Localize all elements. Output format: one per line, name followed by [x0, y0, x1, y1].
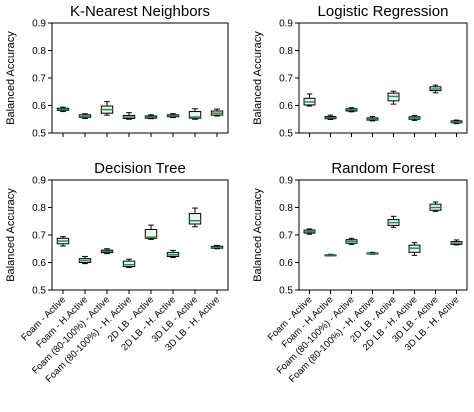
y-tick-label: 0.9 [32, 19, 46, 30]
panel-random-forest: Random Forest Balanced Accuracy 0.5 0.6 0.7 0… [252, 160, 468, 385]
y-tick-label: 0.7 [279, 231, 293, 242]
box-foam-h-active [324, 114, 337, 121]
box-3d-lb-active [188, 108, 202, 120]
panel-logistic-regression: Logistic Regression Balanced Accuracy 0.5 0… [252, 3, 468, 140]
y-tick-label: 0.8 [279, 203, 293, 214]
box-3d-lb-h-active [450, 119, 463, 125]
box-3d-lb-h-active [450, 239, 463, 246]
y-tick-label: 0.5 [32, 286, 46, 297]
box-2d-lb-h-active [166, 249, 180, 259]
y-tick-label: 0.9 [279, 176, 293, 187]
box-2d-lb-active [387, 215, 400, 228]
box-2d-lb-active [144, 114, 158, 120]
box-iqr [188, 213, 202, 225]
y-tick-label: 0.8 [279, 46, 293, 57]
chart-title: Decision Tree [94, 160, 186, 177]
y-tick-label: 0.7 [279, 74, 293, 85]
box-foam-active [303, 93, 316, 107]
box-foam-h-active [78, 113, 92, 119]
box-foam-active [56, 236, 70, 247]
y-tick-label: 0.9 [32, 176, 46, 187]
box-foam-80-100-h-active [122, 112, 136, 120]
box-foam-80-100-active [100, 248, 114, 255]
panel-knn: K-Nearest Neighbors Balanced Accuracy 0.5 0… [5, 3, 229, 140]
box-foam-80-100-h-active [122, 258, 136, 268]
chart-title: Random Forest [331, 160, 435, 177]
box-foam-80-100-h-active [366, 116, 379, 122]
y-tick-label: 0.8 [32, 203, 46, 214]
y-tick-label: 0.5 [32, 129, 46, 140]
plot-frame [51, 22, 229, 134]
box-3d-lb-h-active [210, 108, 224, 117]
y-tick-label: 0.9 [279, 19, 293, 30]
box-3d-lb-h-active [210, 244, 224, 250]
y-axis-label: Balanced Accuracy [5, 31, 17, 125]
box-foam-h-active [78, 255, 92, 265]
box-iqr [144, 229, 158, 239]
panel-decision-tree: Decision Tree Balanced Accuracy 0.5 0.6 0.7 0… [5, 160, 229, 385]
box-iqr [188, 111, 202, 119]
box-3d-lb-active [188, 207, 202, 228]
box-2d-lb-active [144, 224, 158, 240]
y-tick-label: 0.6 [32, 258, 46, 269]
y-tick-label: 0.6 [279, 258, 293, 269]
box-foam-80-100-active [345, 237, 358, 245]
box-2d-lb-active [387, 90, 400, 105]
y-axis-label: Balanced Accuracy [252, 188, 264, 282]
y-tick-label: 0.6 [32, 101, 46, 112]
chart-title: Logistic Regression [318, 3, 449, 20]
box-foam-active [56, 106, 70, 113]
y-axis-label: Balanced Accuracy [252, 31, 264, 125]
chart-title: K-Nearest Neighbors [70, 3, 210, 20]
box-foam-h-active [324, 253, 337, 257]
y-tick-label: 0.7 [32, 231, 46, 242]
y-tick-label: 0.7 [32, 74, 46, 85]
y-axis-label: Balanced Accuracy [5, 188, 17, 282]
y-tick-label: 0.5 [279, 129, 293, 140]
y-tick-label: 0.8 [32, 46, 46, 57]
box-iqr [122, 260, 136, 268]
plot-frame [51, 179, 229, 291]
box-foam-80-100-active [345, 107, 358, 113]
box-foam-80-100-active [100, 101, 114, 116]
y-tick-label: 0.6 [279, 101, 293, 112]
plot-frame [298, 179, 468, 291]
box-foam-80-100-h-active [366, 251, 379, 255]
plot-frame [298, 22, 468, 134]
box-2d-lb-h-active [408, 114, 421, 121]
box-2d-lb-h-active [166, 113, 180, 119]
box-foam-active [303, 228, 316, 235]
y-tick-label: 0.5 [279, 286, 293, 297]
box-3d-lb-active [429, 201, 442, 212]
box-2d-lb-h-active [408, 242, 421, 256]
box-3d-lb-active [429, 84, 442, 94]
